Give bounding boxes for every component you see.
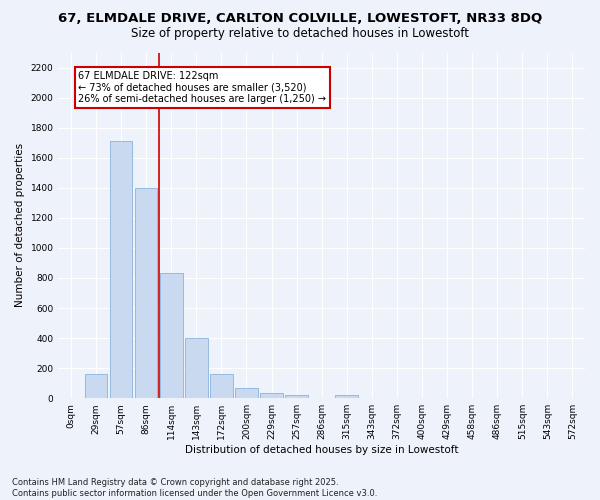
Bar xyxy=(260,393,283,398)
Bar xyxy=(185,338,208,398)
Text: Size of property relative to detached houses in Lowestoft: Size of property relative to detached ho… xyxy=(131,28,469,40)
Text: 67, ELMDALE DRIVE, CARLTON COLVILLE, LOWESTOFT, NR33 8DQ: 67, ELMDALE DRIVE, CARLTON COLVILLE, LOW… xyxy=(58,12,542,26)
Text: 67 ELMDALE DRIVE: 122sqm
← 73% of detached houses are smaller (3,520)
26% of sem: 67 ELMDALE DRIVE: 122sqm ← 73% of detach… xyxy=(79,70,326,104)
Bar xyxy=(110,141,133,398)
Bar xyxy=(85,374,107,398)
Text: Contains HM Land Registry data © Crown copyright and database right 2025.
Contai: Contains HM Land Registry data © Crown c… xyxy=(12,478,377,498)
Bar xyxy=(160,274,182,398)
Bar xyxy=(286,395,308,398)
Bar xyxy=(210,374,233,398)
Bar xyxy=(135,188,157,398)
X-axis label: Distribution of detached houses by size in Lowestoft: Distribution of detached houses by size … xyxy=(185,445,458,455)
Y-axis label: Number of detached properties: Number of detached properties xyxy=(15,144,25,308)
Bar xyxy=(235,388,258,398)
Bar xyxy=(335,395,358,398)
